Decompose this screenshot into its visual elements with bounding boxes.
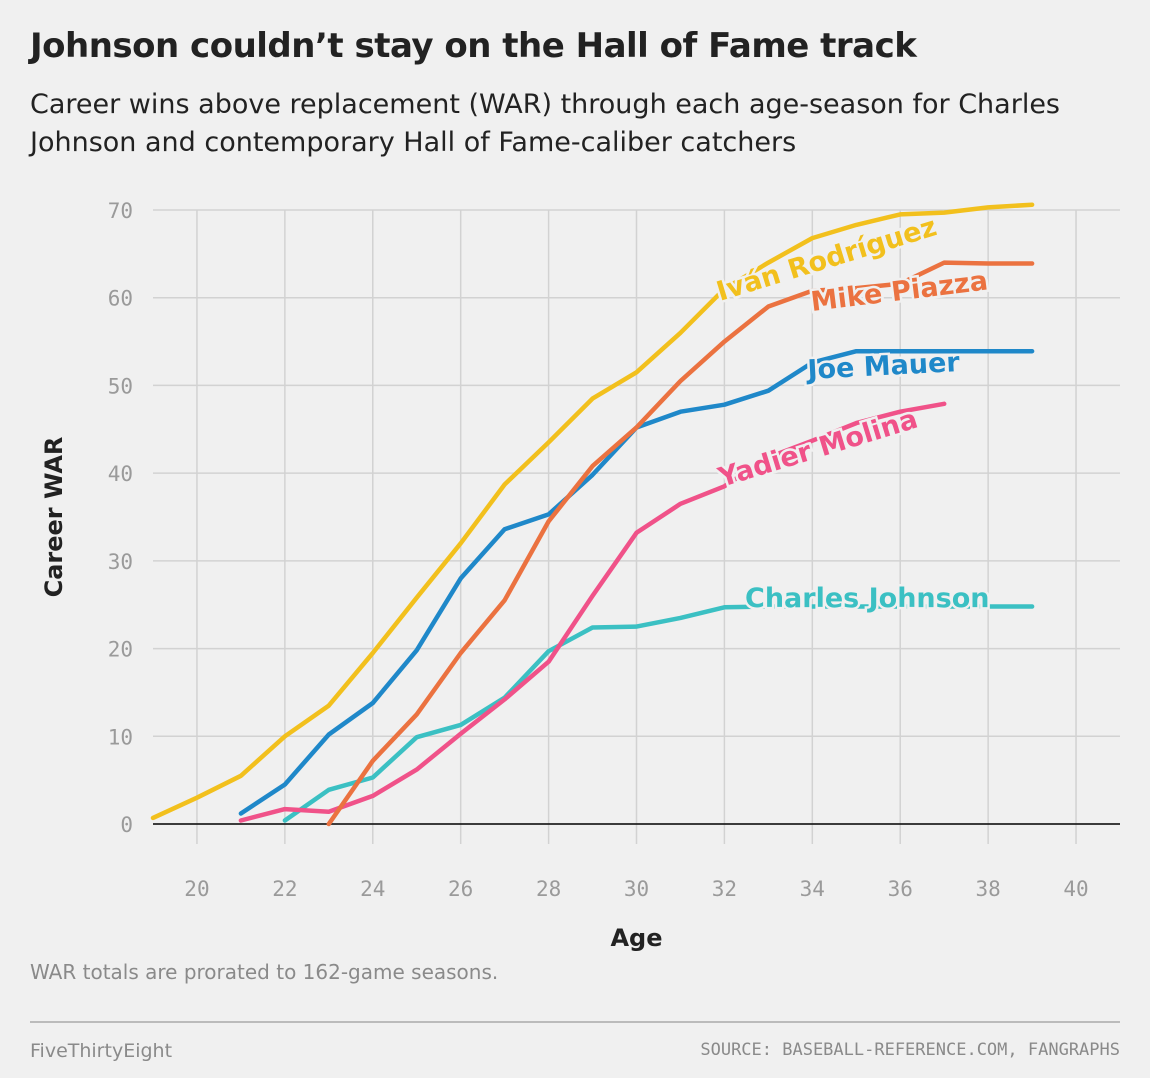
y-axis-title: Career WAR [40, 437, 68, 598]
x-tick-label: 40 [1063, 877, 1088, 901]
x-tick-label: 30 [624, 877, 649, 901]
series-line-ivan-rodriguez [150, 202, 1035, 821]
source-credit: SOURCE: BASEBALL-REFERENCE.COM, FANGRAPH… [700, 1040, 1120, 1060]
x-tick-label: 36 [888, 877, 913, 901]
chart-title: Johnson couldn’t stay on the Hall of Fam… [30, 26, 917, 66]
y-tick-label: 20 [108, 638, 133, 662]
line-chart: 20 22 24 26 28 30 32 34 36 38 40 0 10 20 30 40 50 60 70 Age… [40, 199, 1120, 952]
series-line-yadier-molina [238, 401, 947, 823]
y-tick-label: 70 [108, 199, 133, 223]
brand-name: FiveThirtyEight [30, 1040, 173, 1062]
footer-divider [30, 1021, 1120, 1023]
series-label-yadier-molina: Yadier Molina [714, 404, 921, 494]
x-tick-label: 32 [712, 877, 737, 901]
series-label-joe-mauer: Joe Mauer [805, 347, 961, 386]
x-tick-label: 22 [272, 877, 297, 901]
series-label-mike-piazza: Mike Piazza [809, 265, 989, 317]
chart-note: WAR totals are prorated to 162-game seas… [30, 960, 499, 984]
y-tick-label: 0 [120, 813, 133, 837]
y-tick-label: 10 [108, 725, 133, 749]
series-line-charles-johnson [282, 604, 1035, 823]
y-tick-label: 40 [108, 462, 133, 486]
y-tick-label: 30 [108, 550, 133, 574]
x-tick-label: 28 [536, 877, 561, 901]
x-tick-label: 34 [800, 877, 825, 901]
series-line-mike-piazza [326, 260, 1035, 827]
x-tick-label: 26 [448, 877, 473, 901]
x-tick-label: 20 [184, 877, 209, 901]
series-label-charles-johnson: Charles Johnson [745, 583, 990, 614]
x-axis-title: Age [610, 924, 662, 952]
x-tick-label: 24 [360, 877, 385, 901]
chart-subtitle: Career wins above replacement (WAR) thro… [30, 89, 1060, 158]
x-tick-label: 38 [975, 877, 1000, 901]
y-tick-label: 60 [108, 287, 133, 311]
y-tick-label: 50 [108, 374, 133, 398]
